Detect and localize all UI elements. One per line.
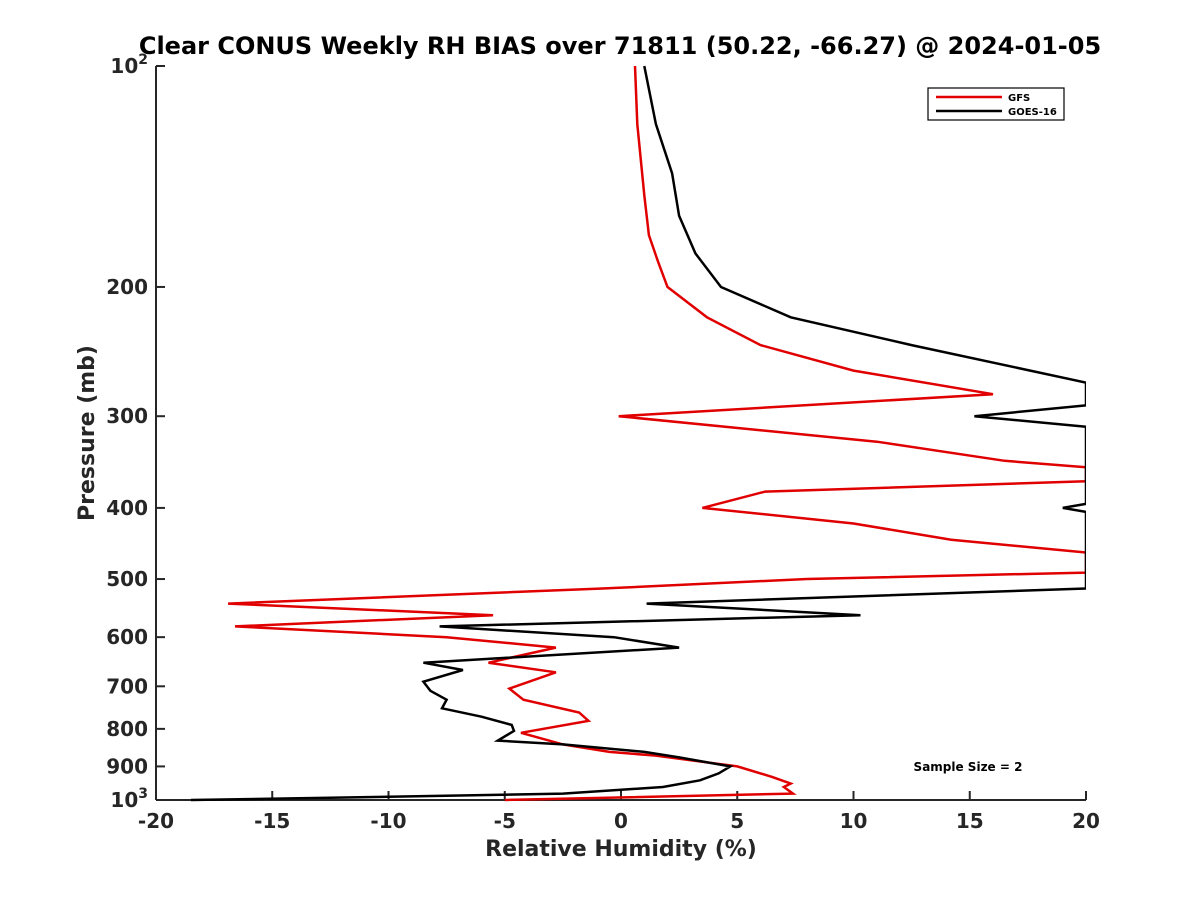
x-tick-label: 20 bbox=[1072, 809, 1100, 833]
y-tick-label: 800 bbox=[106, 717, 148, 741]
sample-size-annotation: Sample Size = 2 bbox=[914, 760, 1023, 774]
x-tick-label: -20 bbox=[138, 809, 174, 833]
legend-box bbox=[927, 87, 1065, 121]
x-axis-label: Relative Humidity (%) bbox=[485, 837, 757, 862]
x-tick-label: -10 bbox=[370, 809, 406, 833]
x-tick-label: -15 bbox=[254, 809, 290, 833]
y-tick-label: 500 bbox=[106, 567, 148, 591]
legend: GFS GOES-16 bbox=[927, 87, 1065, 121]
y-tick-label: 700 bbox=[106, 674, 148, 698]
y-tick-label: 200 bbox=[106, 275, 148, 299]
plot-area: -20 -15 -10 -5 0 5 10 15 20 102 200 300 400 500 600 70… bbox=[106, 52, 1100, 833]
y-tick-label: 103 bbox=[110, 786, 148, 812]
y-tick-label: 600 bbox=[106, 625, 148, 649]
x-tick-label: -5 bbox=[494, 809, 516, 833]
x-tick-label: 5 bbox=[730, 809, 744, 833]
y-tick-label: 400 bbox=[106, 496, 148, 520]
series-lines bbox=[190, 65, 1086, 802]
legend-label-gfs: GFS bbox=[1008, 93, 1030, 104]
x-tick-label: 10 bbox=[840, 809, 868, 833]
x-tick-label: 0 bbox=[614, 809, 628, 833]
y-tick-label: 900 bbox=[106, 754, 148, 778]
y-axis-label: Pressure (mb) bbox=[75, 345, 100, 521]
y-tick-label: 300 bbox=[106, 404, 148, 428]
legend-label-goes16: GOES-16 bbox=[1008, 107, 1057, 118]
x-ticks: -20 -15 -10 -5 0 5 10 15 20 bbox=[138, 791, 1100, 833]
series-line-gfs bbox=[228, 65, 1086, 802]
y-ticks: 102 200 300 400 500 600 700 800 900 103 bbox=[106, 52, 165, 812]
chart-title: Clear CONUS Weekly RH BIAS over 71811 (5… bbox=[139, 32, 1101, 60]
x-tick-label: 15 bbox=[956, 809, 984, 833]
series-line-goes16 bbox=[190, 65, 1086, 802]
y-tick-label: 102 bbox=[110, 52, 148, 78]
